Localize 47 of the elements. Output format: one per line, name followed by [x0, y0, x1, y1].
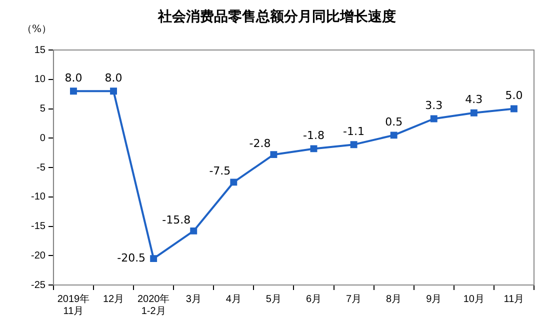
y-tick-label: 15: [34, 44, 46, 56]
point: [230, 178, 238, 186]
x-tick-label: 10月: [463, 294, 484, 305]
x-tick-label: 9月: [426, 294, 442, 305]
point: [310, 145, 318, 152]
data-label: -20.5: [117, 251, 146, 264]
point: [430, 115, 438, 122]
y-tick-label: 10: [34, 74, 46, 86]
x-tick-label: 7月: [346, 294, 362, 305]
data-label: -1.1: [343, 124, 365, 138]
point: [390, 132, 398, 139]
data-label: 4.3: [465, 93, 483, 106]
data-label: 8.0: [104, 71, 122, 84]
y-tick-label: -5: [36, 162, 46, 174]
x-tick-label: 4月: [226, 294, 242, 305]
point: [510, 105, 518, 112]
data-label: -15.8: [162, 213, 191, 226]
data-label: 5.0: [505, 89, 523, 102]
data-label: -7.5: [209, 164, 231, 178]
point: [470, 109, 478, 116]
y-tick-label: 0: [40, 132, 46, 144]
y-tick-label: -25: [31, 280, 46, 291]
data-label: -2.8: [249, 136, 271, 150]
y-tick-label: -15: [31, 221, 46, 232]
x-tick-label: 2019年 11月: [57, 292, 90, 317]
y-tick-label: -20: [31, 250, 46, 262]
point: [150, 255, 158, 262]
point: [350, 141, 358, 148]
chart-title: 社会消费品零售总额分月同比增长速度: [158, 9, 396, 25]
point: [70, 88, 77, 95]
point: [190, 227, 198, 234]
data-label: 3.3: [425, 99, 443, 112]
data-label: -1.8: [303, 129, 324, 142]
x-tick-label: 5月: [266, 294, 282, 305]
y-axis-title: （%）: [22, 23, 52, 36]
y-tick-label: 5: [40, 104, 46, 114]
x-tick-label: 12月: [102, 294, 124, 305]
point: [110, 88, 117, 95]
x-tick-label: 8月: [386, 294, 402, 305]
point: [270, 151, 278, 158]
x-tick-label: 3月: [186, 294, 202, 305]
data-label: 8.0: [64, 71, 82, 84]
data-label: 0.5: [385, 116, 403, 129]
x-tick-label: 11月: [504, 294, 524, 305]
x-tick-label: 6月: [306, 294, 322, 305]
y-tick-label: -10: [31, 192, 46, 203]
x-tick-label: 2020年 1-2月: [137, 292, 170, 317]
